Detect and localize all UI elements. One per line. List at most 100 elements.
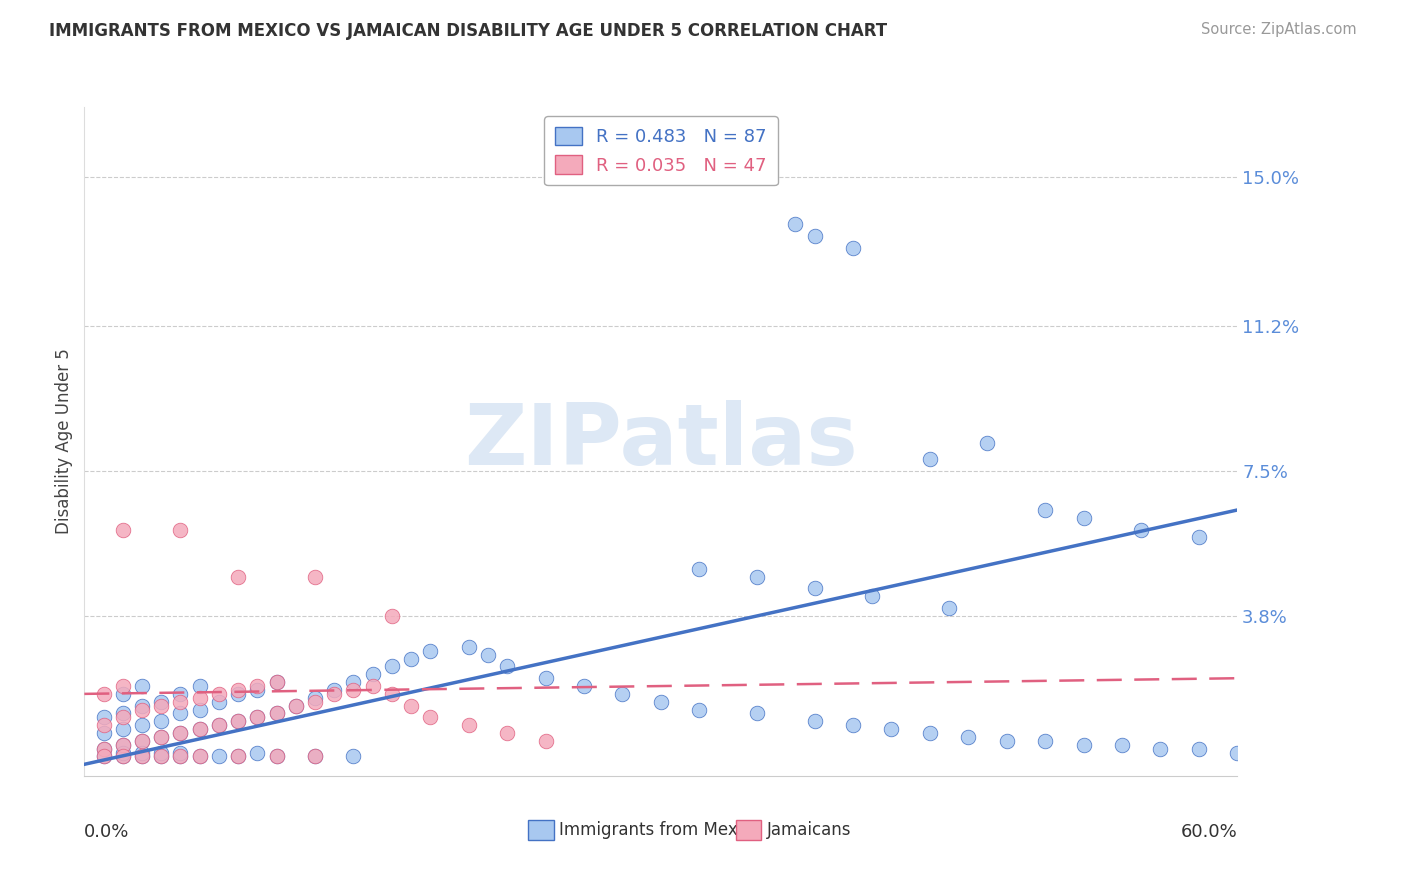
Point [93, 710, 115, 724]
Text: Source: ZipAtlas.com: Source: ZipAtlas.com [1201, 22, 1357, 37]
Point [1188, 741, 1211, 756]
Point [188, 749, 211, 764]
Point [399, 698, 422, 713]
Point [284, 698, 307, 713]
Point [93, 741, 115, 756]
Point [111, 710, 134, 724]
Point [188, 722, 211, 736]
Point [1073, 738, 1095, 752]
Point [342, 675, 364, 690]
Point [226, 749, 249, 764]
Point [323, 687, 346, 701]
Point [266, 706, 288, 721]
Text: Immigrants from Mexico: Immigrants from Mexico [560, 821, 762, 838]
Point [169, 749, 191, 764]
Point [226, 683, 249, 698]
Point [246, 710, 269, 724]
Point [1130, 523, 1153, 537]
Point [111, 746, 134, 760]
Point [208, 718, 231, 732]
Point [169, 687, 191, 701]
Point [361, 667, 384, 681]
Point [169, 746, 191, 760]
Point [150, 749, 173, 764]
Point [131, 679, 153, 693]
Point [111, 738, 134, 752]
Point [399, 651, 422, 665]
Point [111, 687, 134, 701]
Point [111, 706, 134, 721]
Point [150, 746, 173, 760]
Point [169, 706, 191, 721]
Point [131, 749, 153, 764]
Point [304, 690, 326, 705]
Point [457, 640, 479, 654]
Point [150, 695, 173, 709]
Point [169, 726, 191, 740]
Point [188, 679, 211, 693]
Point [188, 749, 211, 764]
Point [323, 683, 346, 698]
FancyBboxPatch shape [735, 820, 761, 839]
Point [1111, 738, 1133, 752]
Point [650, 695, 672, 709]
Point [381, 608, 404, 623]
Point [785, 218, 807, 232]
Point [246, 746, 269, 760]
Point [572, 679, 595, 693]
Point [304, 569, 326, 583]
Point [496, 659, 519, 673]
Point [169, 523, 191, 537]
Point [803, 581, 825, 595]
Point [93, 749, 115, 764]
Point [496, 726, 519, 740]
Point [381, 659, 404, 673]
Point [1226, 746, 1249, 760]
Point [188, 690, 211, 705]
Point [304, 749, 326, 764]
Point [918, 452, 941, 467]
Point [169, 695, 191, 709]
Point [266, 749, 288, 764]
Point [131, 698, 153, 713]
Point [169, 726, 191, 740]
Point [976, 436, 998, 450]
Point [150, 730, 173, 744]
Point [226, 687, 249, 701]
Point [93, 687, 115, 701]
Point [246, 679, 269, 693]
Point [1149, 741, 1171, 756]
Point [688, 562, 710, 576]
Point [150, 714, 173, 729]
Point [246, 683, 269, 698]
Legend: R = 0.483   N = 87, R = 0.035   N = 47: R = 0.483 N = 87, R = 0.035 N = 47 [544, 116, 778, 186]
Point [304, 749, 326, 764]
Point [111, 749, 134, 764]
FancyBboxPatch shape [529, 820, 554, 839]
Point [342, 683, 364, 698]
Point [131, 749, 153, 764]
Text: ZIPatlas: ZIPatlas [464, 400, 858, 483]
Point [169, 749, 191, 764]
Point [93, 726, 115, 740]
Point [342, 749, 364, 764]
Point [803, 714, 825, 729]
Text: 0.0%: 0.0% [84, 822, 129, 841]
Point [381, 687, 404, 701]
Point [111, 749, 134, 764]
Y-axis label: Disability Age Under 5: Disability Age Under 5 [55, 349, 73, 534]
Point [131, 746, 153, 760]
Point [1033, 503, 1056, 517]
Point [361, 679, 384, 693]
Point [1033, 734, 1056, 748]
Point [688, 702, 710, 716]
Point [745, 706, 768, 721]
Point [534, 734, 557, 748]
Point [150, 730, 173, 744]
Text: 60.0%: 60.0% [1181, 822, 1237, 841]
Point [860, 589, 883, 603]
Point [803, 229, 825, 244]
Point [226, 714, 249, 729]
Point [266, 749, 288, 764]
Point [995, 734, 1018, 748]
